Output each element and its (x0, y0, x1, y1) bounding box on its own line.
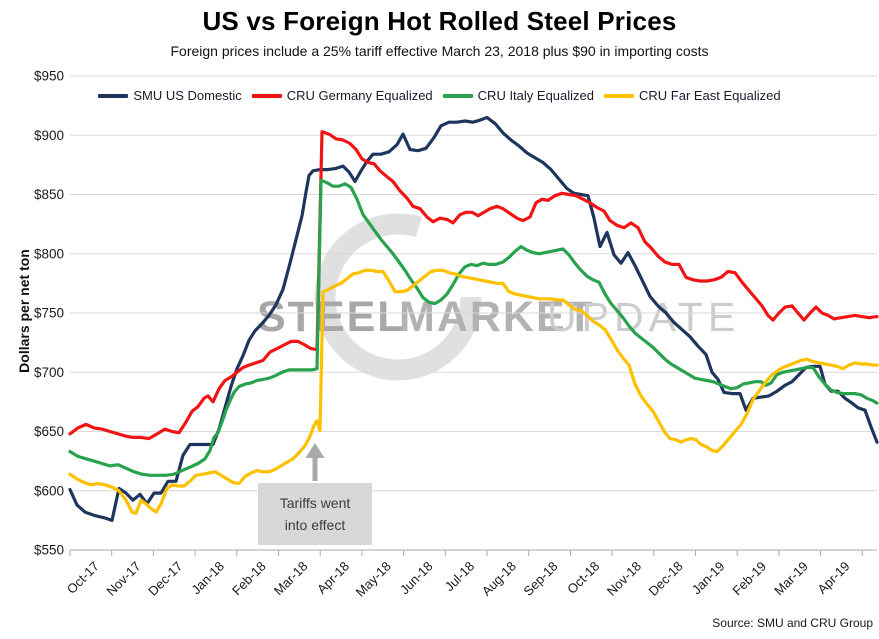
y-tick-label: $600 (34, 483, 64, 498)
legend-swatch-icon (442, 93, 473, 98)
series-line-cru-germany-equalized (68, 130, 879, 441)
legend-swatch-icon (604, 93, 634, 98)
y-tick-label: $650 (34, 424, 64, 439)
x-tick-label: Nov-17 (103, 559, 143, 599)
legend-item-smu-us-domestic: SMU US Domestic (98, 88, 242, 103)
x-tick-label: Jan-18 (188, 559, 227, 598)
y-tick-label: $900 (34, 128, 64, 143)
legend-label: CRU Italy Equalized (477, 88, 594, 103)
watermark-swoosh-icon (314, 213, 482, 381)
x-tick-label: Jun-18 (397, 559, 436, 598)
x-tick-label: Dec-18 (646, 559, 686, 599)
tariff-annotation: Tariffs went into effect (258, 443, 372, 545)
x-tick-label: Nov-18 (604, 559, 644, 599)
up-arrow-icon (312, 457, 318, 481)
y-tick-label: $750 (34, 306, 64, 321)
legend-swatch-icon (251, 93, 282, 98)
x-axis-labels: Oct-17 Nov-17 Dec-17 Jan-18 Feb-18 Mar-18 Apr-… (64, 559, 853, 600)
x-tick-label: May-18 (353, 559, 394, 600)
y-axis-labels: $950 $900 $850 $800 $750 $700 $650 $600 $550 (34, 69, 64, 558)
annotation-box (258, 483, 372, 545)
annotation-line2: into effect (285, 517, 346, 533)
watermark-word-steel: STEEL (257, 293, 406, 341)
x-tick-label: Feb-18 (229, 559, 269, 599)
x-tick-label: Sep-18 (520, 559, 560, 599)
y-tick-label: $800 (34, 246, 64, 261)
chart-legend: SMU US Domestic CRU Germany Equalized CRU … (0, 88, 879, 103)
x-tick-label: Mar-19 (771, 559, 811, 599)
x-tick-label: Apr-19 (814, 559, 852, 597)
series-line-cru-far-east-equalized (68, 268, 879, 515)
legend-swatch-icon (98, 93, 129, 98)
legend-item-cru-far-east-equalized: CRU Far East Equalized (604, 88, 781, 103)
legend-label: SMU US Domestic (133, 88, 242, 103)
source-credit: Source: SMU and CRU Group (712, 616, 873, 630)
x-tick-label: Apr-18 (314, 559, 352, 597)
y-tick-label: $700 (34, 365, 64, 380)
x-tick-label: Dec-17 (145, 559, 185, 599)
x-axis-ticks (69, 550, 863, 556)
series-line-cru-italy-equalized (68, 178, 879, 477)
x-tick-label: Aug-18 (479, 559, 519, 599)
y-tick-label: $850 (34, 187, 64, 202)
y-tick-label: $950 (34, 69, 64, 84)
x-tick-label: Oct-18 (564, 559, 602, 597)
y-tick-label: $550 (34, 543, 64, 558)
watermark-word-update: UPDATE (547, 294, 740, 340)
legend-item-cru-germany-equalized: CRU Germany Equalized (251, 88, 433, 103)
legend-label: CRU Far East Equalized (639, 88, 781, 103)
chart-title: US vs Foreign Hot Rolled Steel Prices (202, 6, 677, 36)
annotation-line1: Tariffs went (280, 495, 351, 511)
gridlines (70, 75, 877, 551)
x-tick-label: Oct-17 (64, 559, 102, 597)
x-tick-label: Mar-18 (271, 559, 311, 599)
legend-item-cru-italy-equalized: CRU Italy Equalized (442, 88, 594, 103)
chart-subtitle: Foreign prices include a 25% tariff effe… (170, 43, 709, 59)
legend-label: CRU Germany Equalized (286, 88, 433, 103)
x-tick-label: Jan-19 (689, 559, 728, 598)
x-tick-label: Feb-19 (729, 559, 769, 599)
up-arrow-head-icon (305, 443, 325, 458)
x-tick-label: Jul-18 (442, 559, 478, 595)
